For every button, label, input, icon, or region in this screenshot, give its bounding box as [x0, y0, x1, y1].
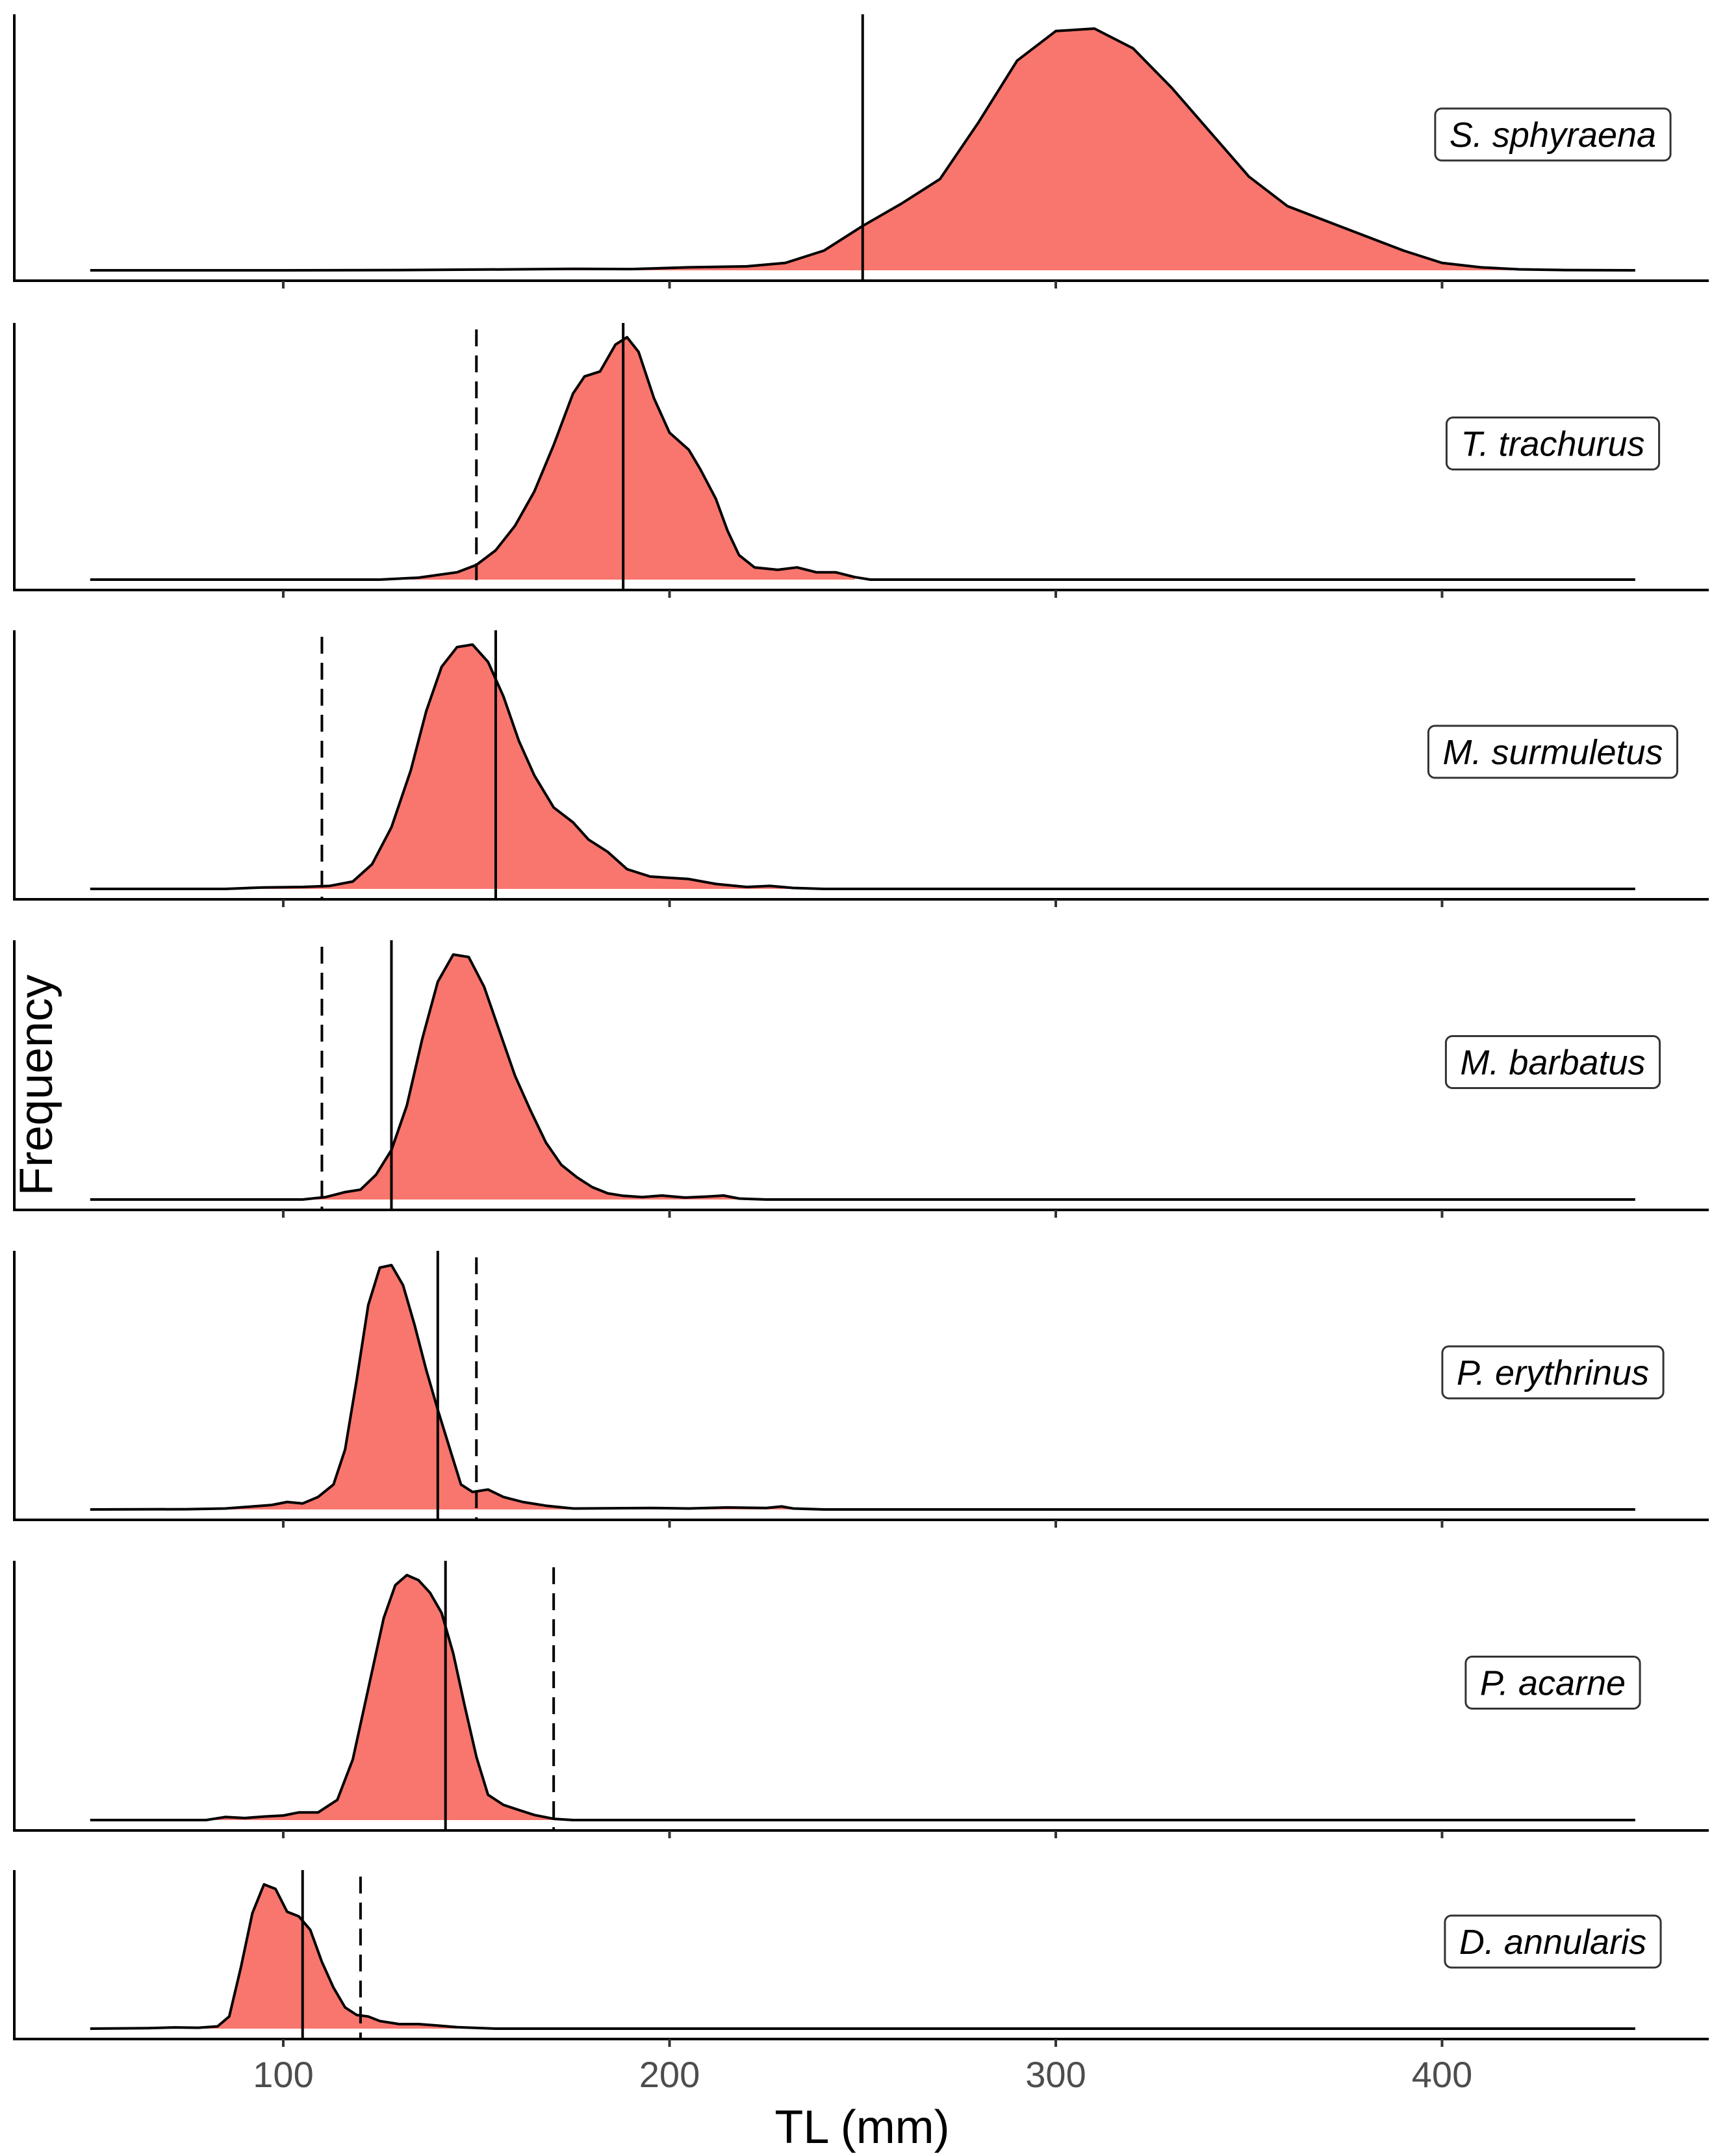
species-label-box — [1445, 417, 1661, 470]
panel: M. barbatus — [13, 940, 1709, 1218]
species-label-text: S. sphyraena — [1450, 116, 1656, 155]
y-axis-title: Frequency — [10, 975, 62, 1196]
species-label: T. trachurus — [1445, 417, 1661, 470]
density-area — [90, 1884, 457, 2029]
species-label-text: P. erythrinus — [1457, 1354, 1649, 1392]
density-line — [90, 1883, 1635, 2030]
species-label: S. sphyraena — [1434, 107, 1672, 162]
species-label: M. barbatus — [1444, 1035, 1661, 1089]
species-label: P. acarne — [1464, 1656, 1641, 1710]
species-label-text: M. barbatus — [1460, 1044, 1645, 1083]
species-label: P. erythrinus — [1441, 1345, 1665, 1400]
species-label-box — [1444, 1914, 1662, 1969]
density-area — [90, 337, 855, 580]
species-label-box — [1441, 1345, 1665, 1400]
density-line — [90, 1574, 1635, 1821]
x-tick-label: 300 — [1025, 2054, 1086, 2095]
density-line — [90, 1264, 1635, 1511]
density-area — [90, 645, 793, 889]
species-label-text: D. annularis — [1459, 1923, 1646, 1962]
density-line — [90, 953, 1635, 1201]
density-line — [90, 336, 1635, 581]
panel: T. trachurus — [13, 323, 1709, 598]
density-area — [90, 1265, 793, 1509]
x-tick-label: 400 — [1412, 2054, 1472, 2095]
species-label-text: T. trachurus — [1461, 425, 1644, 464]
species-label-box — [1427, 725, 1679, 779]
species-label-text: P. acarne — [1480, 1664, 1626, 1703]
species-label-box — [1434, 107, 1672, 162]
panel: P. erythrinus — [13, 1251, 1709, 1528]
x-axis: 100 200 300 400 — [253, 2054, 1472, 2095]
chart-panels: S. sphyraena T. trachurus M. surmuletus M. … — [13, 14, 1709, 2047]
density-line — [90, 27, 1635, 272]
panel: M. surmuletus — [13, 630, 1709, 907]
x-axis-title: TL (mm) — [774, 2101, 949, 2153]
panel: D. annularis — [13, 1870, 1709, 2047]
panel: S. sphyraena — [13, 14, 1709, 289]
x-tick-label: 200 — [639, 2054, 700, 2095]
species-label: M. surmuletus — [1427, 725, 1679, 779]
species-label-box — [1444, 1035, 1661, 1089]
density-area — [90, 29, 1566, 270]
x-tick-label: 100 — [253, 2054, 313, 2095]
species-label-text: M. surmuletus — [1442, 733, 1663, 772]
panel: P. acarne — [13, 1561, 1709, 1838]
density-line — [90, 643, 1635, 890]
density-area — [90, 1575, 554, 1820]
species-label: D. annularis — [1444, 1914, 1662, 1969]
species-label-box — [1464, 1656, 1641, 1710]
